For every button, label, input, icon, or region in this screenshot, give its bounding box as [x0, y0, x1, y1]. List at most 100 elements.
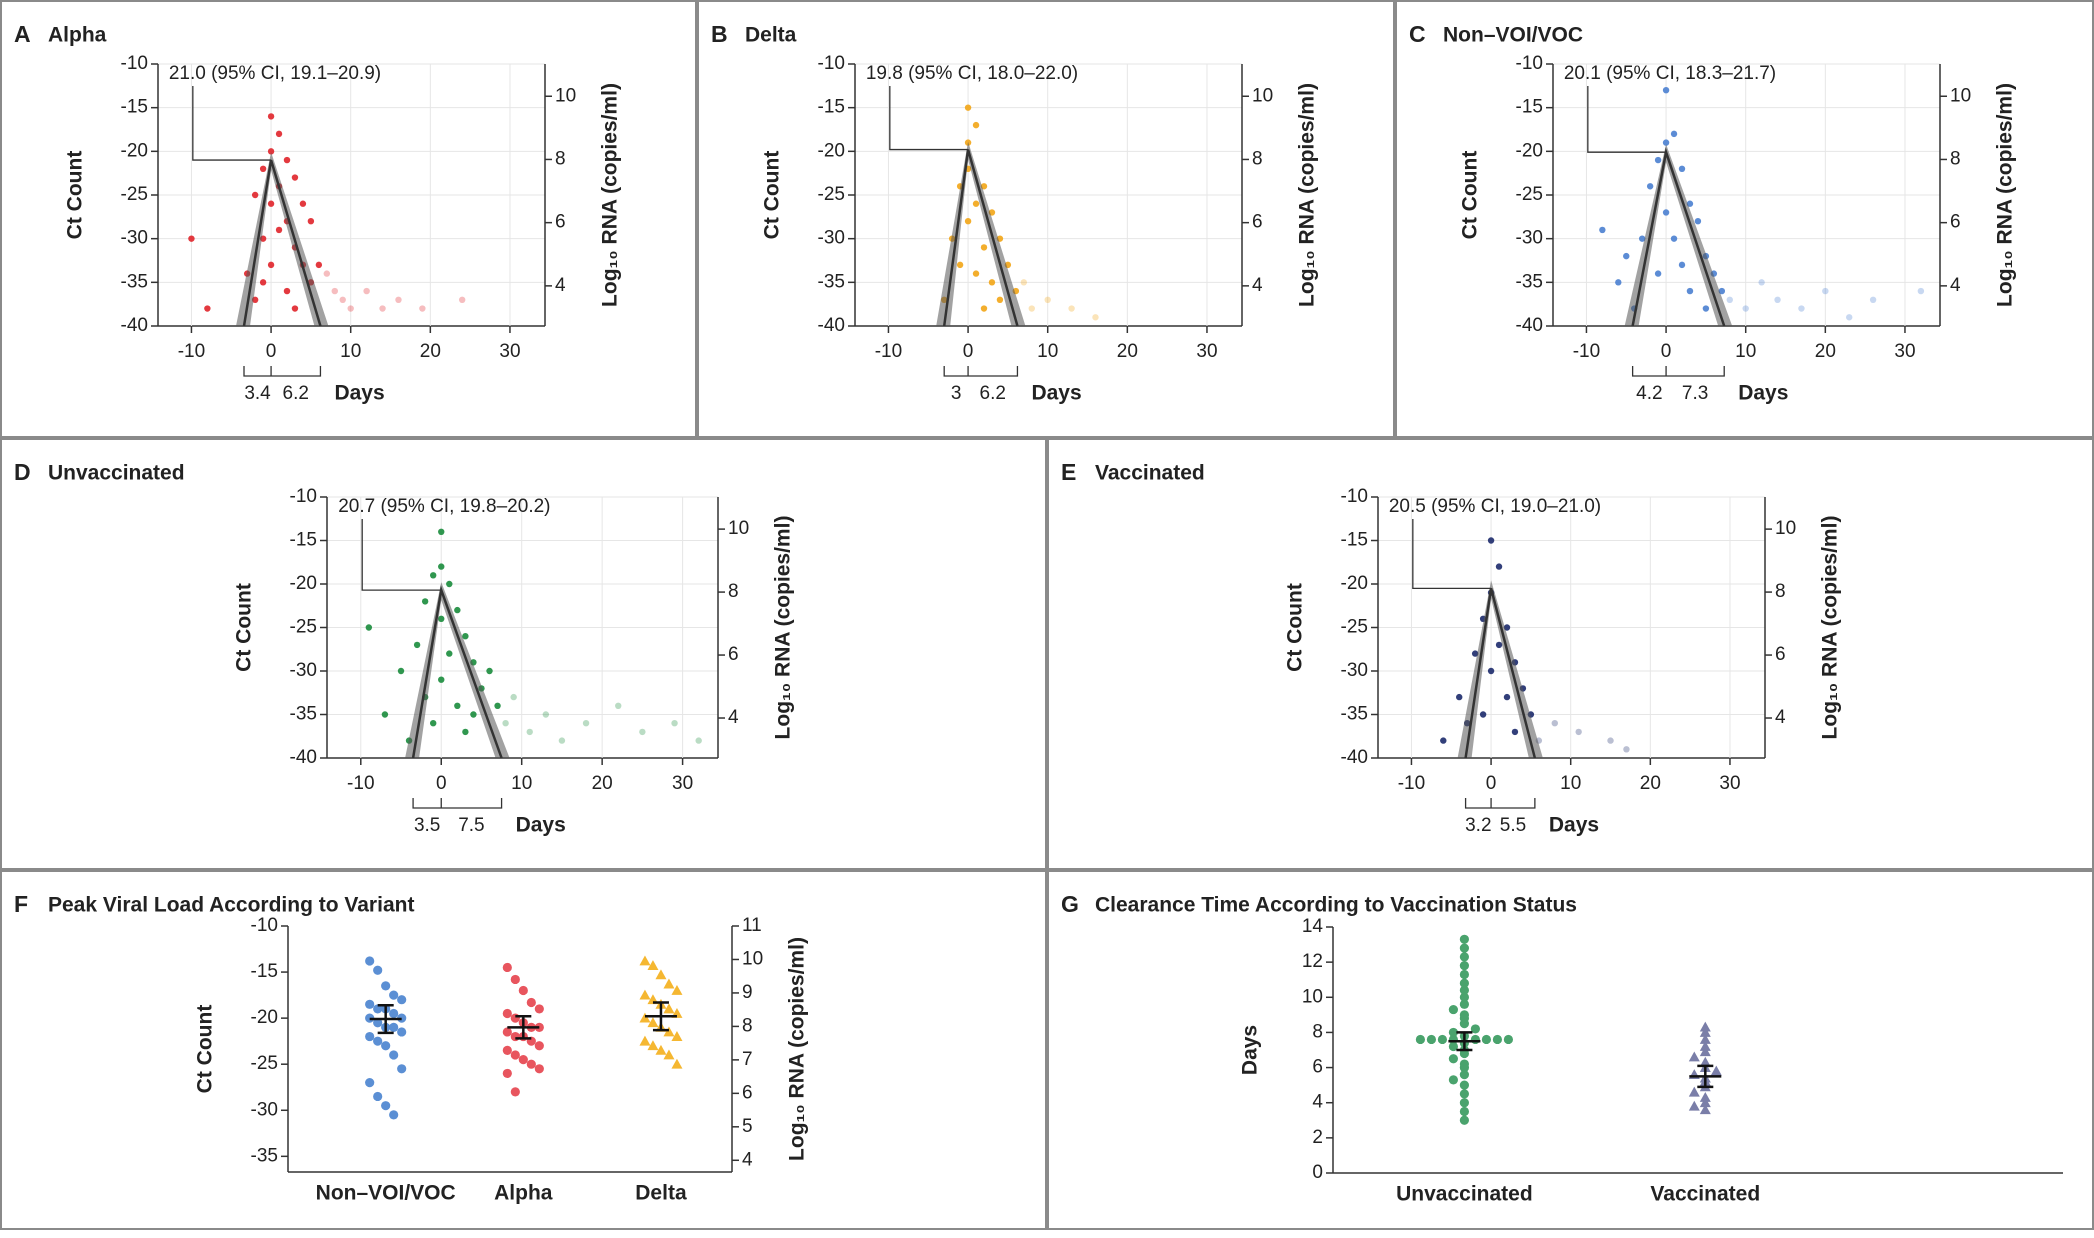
y2-axis-label: Log₁₀ RNA (copies/ml)	[772, 516, 795, 740]
data-point	[397, 1064, 407, 1074]
data-point	[365, 1078, 375, 1088]
data-point	[1459, 1010, 1469, 1020]
y-tick-label: -35	[818, 271, 845, 292]
fit-line	[411, 585, 503, 759]
x-tick-label: 0	[436, 773, 447, 794]
y2-tick-label: 8	[1950, 148, 1961, 169]
data-point	[615, 702, 622, 709]
y-tick-label: -35	[121, 271, 148, 292]
duration-bracket	[1631, 366, 1725, 377]
x-tick-label: Non–VOI/VOC	[316, 1182, 456, 1205]
data-point	[972, 200, 980, 207]
data-point	[397, 1027, 407, 1037]
y-tick-label: -10	[121, 53, 148, 74]
data-point	[323, 270, 331, 277]
data-point	[267, 148, 275, 155]
x-tick-label: 10	[1037, 341, 1058, 362]
data-point	[639, 989, 651, 1000]
x-tick-label: 30	[1894, 341, 1915, 362]
x-tick-label: -10	[1398, 773, 1425, 794]
data-point	[291, 305, 299, 312]
fit-band	[1624, 144, 1733, 326]
data-point	[988, 279, 996, 286]
panel-label: E	[1061, 459, 1076, 485]
data-point	[518, 1054, 528, 1065]
data-point	[365, 999, 375, 1009]
data-point	[494, 702, 501, 709]
y2-tick-label: 4	[1775, 707, 1786, 728]
duration-bracket	[243, 366, 322, 377]
panel-title: Non–VOI/VOC	[1443, 24, 1583, 47]
y-tick-label: -10	[290, 486, 317, 507]
data-point	[1699, 1021, 1711, 1032]
y-tick-label: -25	[1516, 184, 1543, 205]
data-point	[510, 974, 520, 985]
data-point	[1028, 305, 1035, 312]
data-point	[1495, 563, 1503, 570]
proliferation-label: 3.5	[414, 815, 440, 836]
y-tick-label: 0	[1312, 1162, 1323, 1183]
data-point	[462, 728, 469, 736]
y-tick-label: 8	[1312, 1021, 1323, 1042]
y2-tick-label: 4	[1252, 275, 1263, 296]
data-point	[1415, 1034, 1425, 1045]
data-point	[1699, 1097, 1711, 1108]
data-point	[663, 1026, 675, 1037]
y2-tick-label: 6	[1950, 212, 1961, 233]
data-point	[381, 981, 391, 991]
data-point	[518, 985, 528, 996]
data-point	[429, 720, 437, 727]
x-axis-label: Days	[516, 814, 566, 837]
panel: E Vaccinated -10 -15 -20 -25 -30 -35 -40 Ct Count…	[1047, 438, 2094, 870]
y2-tick-label: 10	[1775, 518, 1796, 539]
y-axis-label: Ct Count	[761, 151, 784, 240]
data-point	[526, 997, 536, 1008]
data-point	[1662, 139, 1670, 146]
y2-tick-label: 5	[742, 1116, 753, 1137]
clearance-label: 6.2	[980, 383, 1006, 404]
y-tick-label: 10	[1302, 986, 1323, 1007]
data-point	[1020, 279, 1028, 286]
data-point	[972, 121, 980, 129]
data-point	[534, 1004, 544, 1014]
x-tick-label: 0	[1661, 341, 1672, 362]
y2-tick-label: 4	[1950, 275, 1961, 296]
data-point	[972, 270, 980, 277]
data-point	[307, 218, 315, 225]
panel-border	[697, 0, 1395, 438]
data-point	[251, 191, 259, 199]
y2-tick-label: 10	[1252, 85, 1273, 106]
y-tick-label: -35	[290, 704, 317, 725]
data-point	[1699, 1033, 1711, 1044]
panel-label: F	[14, 891, 28, 917]
data-point	[446, 650, 453, 657]
data-point	[1699, 1091, 1711, 1102]
clearance-label: 7.5	[458, 815, 484, 836]
x-tick-label: 10	[1735, 341, 1756, 362]
data-point	[1459, 1098, 1469, 1108]
y-tick-label: -15	[121, 97, 148, 118]
y2-tick-label: 4	[555, 275, 566, 296]
data-point	[381, 1041, 391, 1051]
x-tick-label: 0	[1486, 773, 1497, 794]
data-point	[397, 995, 407, 1005]
data-point	[655, 969, 667, 980]
data-point	[458, 296, 466, 303]
data-point	[534, 1064, 544, 1074]
data-point	[446, 580, 453, 588]
y-tick-label: -20	[818, 140, 845, 161]
data-point	[1699, 1026, 1711, 1037]
panel-border	[1395, 0, 2094, 438]
y2-axis-label: Log₁₀ RNA (copies/ml)	[1296, 83, 1319, 307]
data-point	[1448, 1027, 1458, 1038]
data-point	[1044, 296, 1051, 303]
data-point	[1456, 693, 1463, 701]
annotation-leader	[192, 86, 272, 161]
y2-axis-label: Log₁₀ RNA (copies/ml)	[1819, 516, 1842, 740]
y-tick-label: -15	[290, 530, 317, 551]
panel-border	[0, 438, 1047, 870]
data-point	[1646, 183, 1654, 190]
data-point	[1448, 1004, 1458, 1015]
data-point	[639, 728, 646, 736]
data-point	[542, 711, 550, 718]
